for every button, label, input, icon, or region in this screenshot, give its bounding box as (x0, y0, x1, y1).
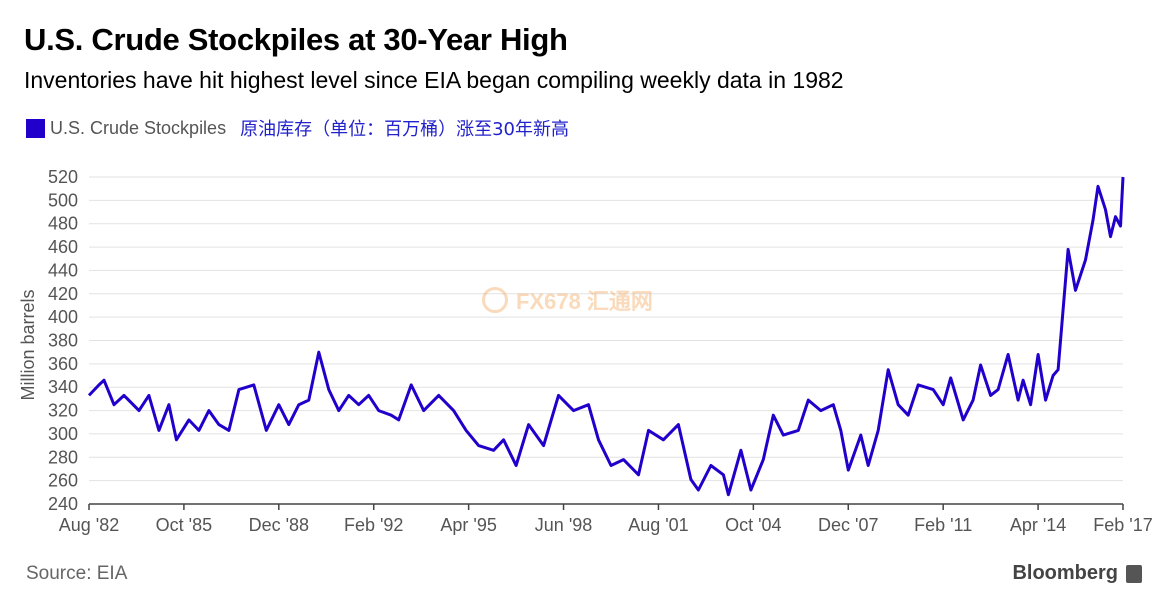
brand-logo: Bloomberg (1012, 562, 1142, 585)
y-tick-label: 420 (48, 284, 78, 304)
y-tick-label: 280 (48, 447, 78, 467)
y-tick-label: 440 (48, 260, 78, 280)
x-tick-label: Aug '01 (628, 515, 689, 535)
series-line-crude-stockpiles (87, 176, 1125, 497)
y-tick-label: 400 (48, 307, 78, 327)
chart-subtitle: Inventories have hit highest level since… (24, 67, 844, 93)
legend-label: U.S. Crude Stockpiles (50, 117, 227, 138)
y-tick-label: 460 (48, 237, 78, 257)
x-tick-label: Apr '14 (1010, 515, 1066, 535)
x-tick-label: Feb '92 (344, 515, 403, 535)
x-tick-label: Feb '17 (1093, 515, 1152, 535)
y-tick-label: 480 (48, 214, 78, 234)
y-tick-label: 500 (48, 190, 78, 210)
y-axis-label: Million barrels (18, 289, 38, 400)
bloomberg-chart-icon (1126, 564, 1142, 583)
x-tick-label: Jun '98 (535, 515, 592, 535)
watermark: FX678 汇通网 (482, 284, 653, 316)
watermark-logo-icon (482, 287, 508, 313)
watermark-text: FX678 汇通网 (516, 289, 653, 314)
x-tick-label: Oct '04 (725, 515, 781, 535)
x-tick-label: Dec '07 (818, 515, 878, 535)
x-tick-label: Oct '85 (156, 515, 212, 535)
y-tick-label: 260 (48, 471, 78, 491)
legend: U.S. Crude Stockpiles 原油库存（单位：百万桶）涨至30年新… (26, 115, 569, 141)
x-tick-label: Dec '88 (249, 515, 309, 535)
y-tick-label: 520 (48, 167, 78, 187)
legend-note: 原油库存（单位：百万桶）涨至30年新高 (240, 119, 569, 140)
x-tick-label: Apr '95 (440, 515, 496, 535)
source-note: Source: EIA (26, 563, 128, 584)
legend-swatch (26, 118, 45, 138)
chart-title: U.S. Crude Stockpiles at 30-Year High (24, 22, 568, 57)
y-tick-label: 300 (48, 424, 78, 444)
x-tick-label: Aug '82 (59, 515, 120, 535)
x-tick-label: Feb '11 (914, 515, 972, 535)
y-tick-label: 340 (48, 377, 78, 397)
y-tick-label: 320 (48, 401, 78, 421)
y-tick-label: 240 (48, 494, 78, 514)
y-tick-label: 360 (48, 354, 78, 374)
y-tick-label: 380 (48, 331, 78, 351)
brand-name: Bloomberg (1012, 562, 1118, 584)
